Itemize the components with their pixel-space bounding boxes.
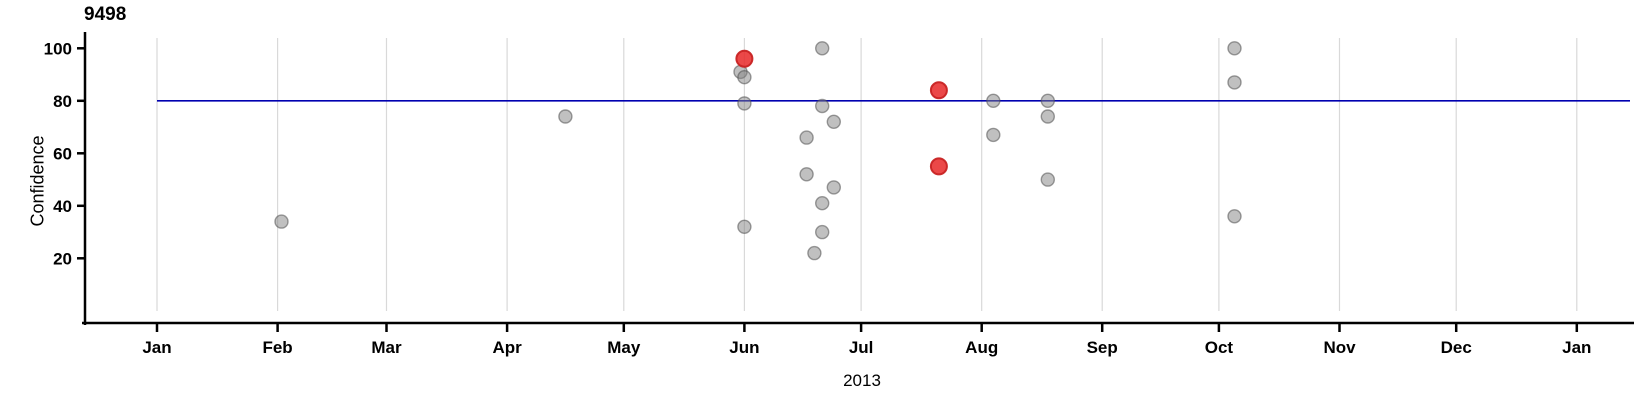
x-tick-label: Apr xyxy=(492,338,522,357)
x-tick-label: Jan xyxy=(142,338,171,357)
data-point xyxy=(737,219,752,235)
data-point xyxy=(815,41,830,56)
x-tick-label: Jun xyxy=(729,338,759,357)
y-axis-label: Confidence xyxy=(27,135,48,227)
y-tick-label: 40 xyxy=(53,197,72,216)
chart-title: 9498 xyxy=(84,4,127,25)
x-tick-label: Feb xyxy=(262,338,292,357)
data-point xyxy=(274,214,289,229)
y-tick-label: 100 xyxy=(44,39,72,58)
data-point xyxy=(558,109,573,124)
data-point xyxy=(799,167,814,182)
x-tick-label: Sep xyxy=(1087,338,1118,357)
data-point xyxy=(799,130,814,145)
highlight-point xyxy=(929,157,948,176)
data-point xyxy=(826,114,841,130)
data-point xyxy=(1227,41,1242,56)
data-point xyxy=(986,127,1001,143)
x-tick-label: Dec xyxy=(1441,338,1472,357)
data-point xyxy=(1040,172,1056,187)
x-tick-label: Aug xyxy=(965,338,998,357)
highlight-point xyxy=(735,49,754,68)
x-tick-label: Mar xyxy=(371,338,402,357)
data-point xyxy=(815,224,830,240)
x-tick-label: Nov xyxy=(1323,338,1356,357)
x-tick-label: Jul xyxy=(849,338,874,357)
data-point xyxy=(1227,75,1242,90)
data-point xyxy=(1040,109,1056,124)
data-point xyxy=(737,69,752,85)
data-point xyxy=(1227,209,1242,224)
highlight-point xyxy=(929,81,948,100)
data-point xyxy=(737,96,752,111)
data-point xyxy=(815,195,830,211)
data-point xyxy=(807,245,822,261)
data-point xyxy=(1040,93,1056,109)
y-tick-label: 20 xyxy=(53,249,72,268)
data-point xyxy=(826,180,841,195)
x-axis-label: 2013 xyxy=(843,371,881,390)
x-tick-label: May xyxy=(607,338,641,357)
x-tick-label: Oct xyxy=(1205,338,1234,357)
data-point xyxy=(986,93,1001,109)
y-tick-label: 80 xyxy=(53,92,72,111)
data-point xyxy=(815,98,830,114)
y-tick-label: 60 xyxy=(53,144,72,163)
x-tick-label: Jan xyxy=(1562,338,1591,357)
